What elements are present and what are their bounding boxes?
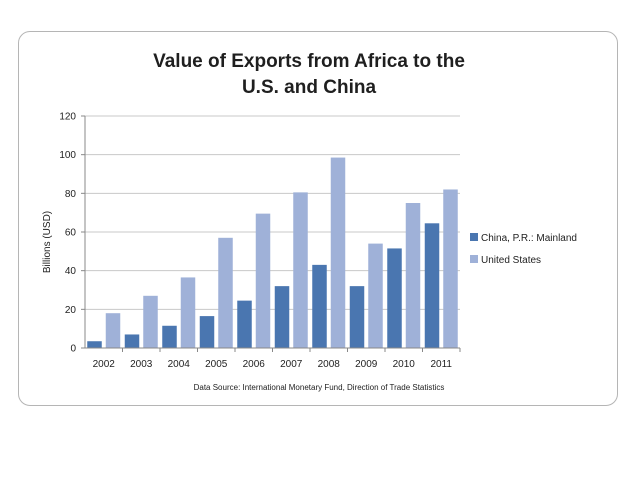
y-tick-label: 0 (70, 344, 76, 355)
bars (87, 157, 458, 348)
x-tick-label: 2011 (430, 359, 452, 370)
bar-us-2009 (368, 243, 383, 348)
bar-us-2003 (143, 295, 158, 348)
bar-us-2010 (405, 203, 421, 348)
bar-us-2007 (293, 192, 308, 348)
bar-china-2011 (424, 223, 440, 348)
legend-swatch (470, 255, 478, 263)
x-tick-label: 2006 (243, 359, 266, 370)
bar-china-2008 (312, 264, 327, 348)
y-tick-label: 20 (65, 305, 77, 316)
bar-china-2010 (387, 248, 402, 348)
y-tick-label: 80 (65, 189, 77, 200)
y-tick-label: 60 (65, 228, 77, 239)
legend-swatch (470, 233, 478, 241)
bar-us-2005 (218, 237, 233, 348)
legend-label: United States (481, 255, 541, 266)
bar-us-2002 (105, 313, 121, 348)
y-tick-label: 40 (65, 266, 77, 277)
x-tick-label: 2007 (280, 359, 303, 370)
data-source-note: Data Source: International Monetary Fund… (193, 383, 445, 392)
bar-us-2011 (443, 189, 458, 348)
x-tick-label: 2003 (130, 359, 153, 370)
bar-china-2004 (162, 325, 177, 348)
bar-us-2004 (180, 277, 196, 348)
x-tick-label: 2008 (318, 359, 341, 370)
bar-china-2006 (237, 300, 252, 348)
legend: China, P.R.: Mainland United States (470, 233, 577, 266)
bar-china-2009 (349, 286, 365, 348)
x-tick-label: 2009 (355, 359, 378, 370)
y-tick-label: 120 (59, 112, 76, 123)
x-tick-label: 2005 (205, 359, 228, 370)
bar-china-2007 (274, 286, 290, 348)
bar-us-2008 (330, 157, 346, 348)
axes: 0 20 40 60 80 100 120 2002 2003 2004 2005 2006 2007 2… (59, 112, 461, 370)
chart-title: Value of Exports from Africa to the U.S.… (153, 51, 465, 98)
x-tick-label: 2010 (393, 359, 416, 370)
y-axis-label: Billions (USD) (42, 211, 53, 273)
legend-label: China, P.R.: Mainland (481, 233, 577, 244)
x-tick-label: 2004 (168, 359, 191, 370)
bar-china-2003 (124, 334, 140, 348)
bar-china-2005 (199, 316, 215, 348)
gridlines (85, 115, 460, 349)
bar-us-2006 (255, 213, 271, 348)
y-tick-label: 100 (59, 150, 76, 161)
x-tick-label: 2002 (93, 359, 116, 370)
bar-china-2002 (87, 341, 102, 348)
